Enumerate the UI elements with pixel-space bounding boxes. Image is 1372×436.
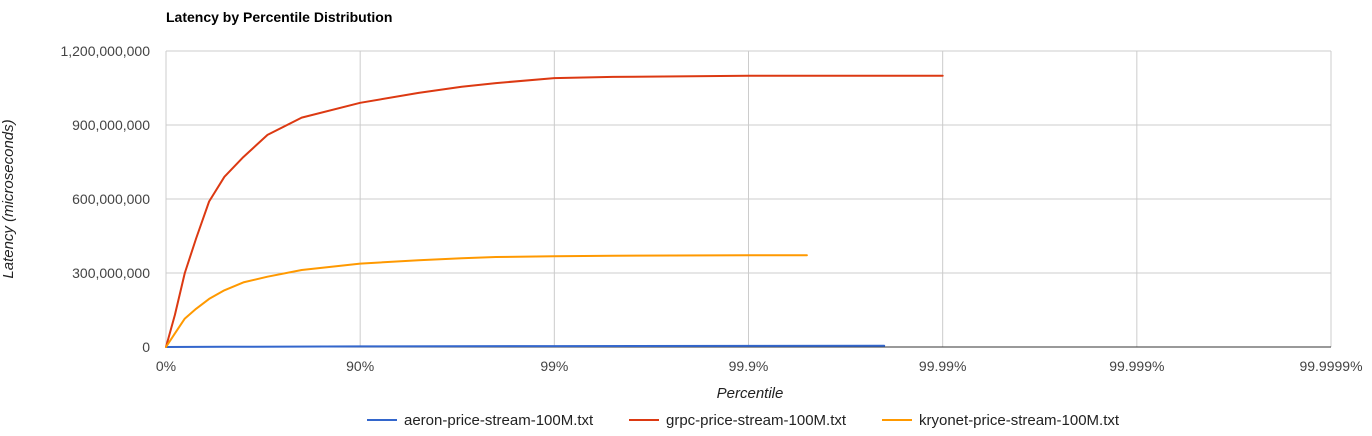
series-line-1 [165, 344, 886, 348]
series-lines [165, 74, 944, 348]
gridlines [165, 50, 1332, 348]
legend-label: grpc-price-stream-100M.txt [666, 412, 847, 429]
legend[interactable]: aeron-price-stream-100M.txt grpc-price-st… [367, 412, 1120, 429]
legend-item[interactable]: grpc-price-stream-100M.txt [629, 412, 847, 429]
series-line-3 [165, 254, 808, 348]
x-axis-title: Percentile [717, 385, 784, 402]
y-axis-title: Latency (microseconds) [0, 119, 17, 278]
y-tick-label: 600,000,000 [72, 191, 150, 207]
legend-label: kryonet-price-stream-100M.txt [919, 412, 1120, 429]
chart-title: Latency by Percentile Distribution [166, 9, 392, 25]
x-tick-label: 99.99% [919, 358, 966, 374]
y-tick-label: 900,000,000 [72, 117, 150, 133]
y-tick-label: 0 [142, 339, 150, 355]
x-tick-label: 99.999% [1109, 358, 1164, 374]
legend-label: aeron-price-stream-100M.txt [404, 412, 594, 429]
legend-item[interactable]: aeron-price-stream-100M.txt [367, 412, 594, 429]
x-tick-label: 99% [540, 358, 568, 374]
tick-labels: 0 300,000,000 600,000,000 900,000,000 1,200,… [60, 43, 1362, 374]
series-line-2 [165, 74, 944, 348]
x-tick-label: 90% [346, 358, 374, 374]
x-tick-label: 0% [156, 358, 176, 374]
x-tick-label: 99.9999% [1299, 358, 1362, 374]
y-tick-label: 1,200,000,000 [60, 43, 150, 59]
y-tick-label: 300,000,000 [72, 265, 150, 281]
x-tick-label: 99.9% [729, 358, 769, 374]
legend-item[interactable]: kryonet-price-stream-100M.txt [882, 412, 1120, 429]
